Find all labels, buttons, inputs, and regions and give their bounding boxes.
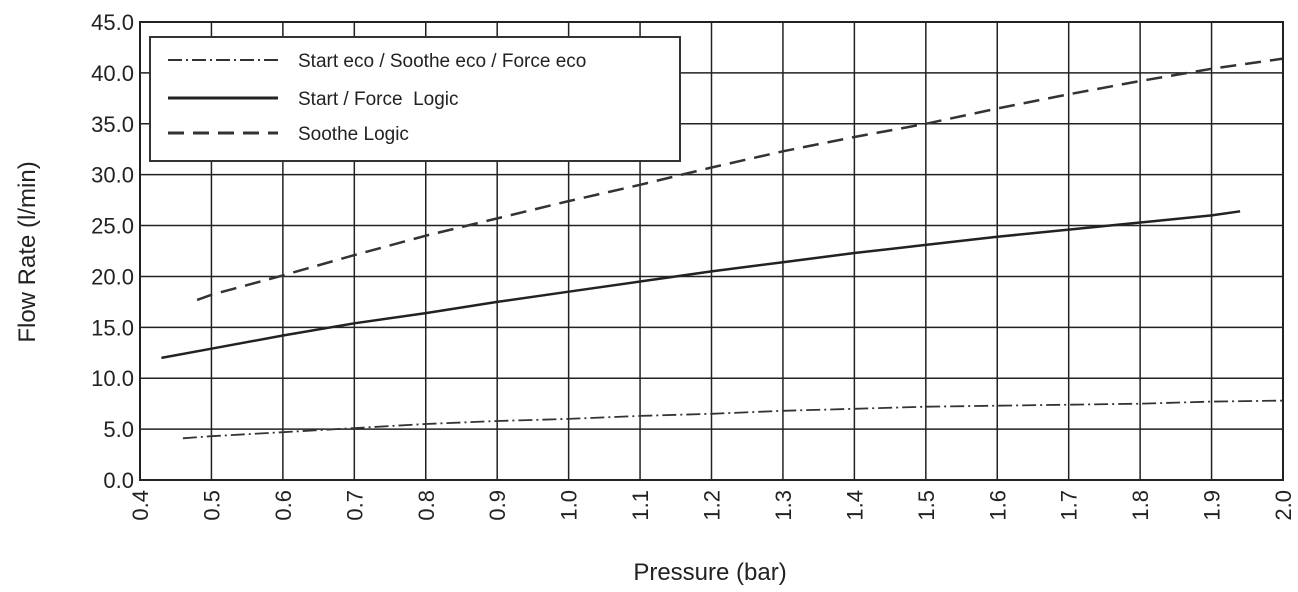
plot-frame (139, 21, 1284, 481)
legend-label-eco: Start eco / Soothe eco / Force eco (298, 51, 586, 72)
x-tick-label: 1.9 (1200, 490, 1225, 521)
x-tick-label: 0.6 (271, 490, 296, 521)
x-tick-label: 0.4 (128, 490, 153, 521)
series-line-logic (161, 210, 1241, 360)
y-tick-label: 15.0 (91, 315, 134, 340)
x-tick-label: 0.7 (342, 490, 367, 521)
legend-label-logic: Start / Force Logic (298, 89, 459, 110)
y-tick-label: 45.0 (91, 10, 134, 35)
x-tick-label: 0.9 (485, 490, 510, 521)
series-line-soothe (196, 57, 1284, 302)
x-tick-label: 0.5 (199, 490, 224, 521)
y-tick-label: 30.0 (91, 163, 134, 188)
x-tick-label: 1.0 (557, 490, 582, 521)
x-tick-label: 1.6 (985, 490, 1010, 521)
legend: Start eco / Soothe eco / Force eco Start… (149, 36, 681, 162)
x-tick-label: 1.2 (700, 490, 725, 521)
x-tick-label: 1.8 (1128, 490, 1153, 521)
x-axis-label: Pressure (bar) (633, 559, 786, 586)
y-tick-label: 20.0 (91, 264, 134, 289)
y-tick-label: 40.0 (91, 61, 134, 86)
series-line-eco (182, 399, 1284, 440)
y-axis-label: Flow Rate (l/min) (14, 161, 41, 342)
x-tick-label: 1.3 (771, 490, 796, 521)
axes: 0.4 0.5 0.6 0.7 0.8 0.9 1.0 1.1 1.2 1.3 1.4 1.5 1.6 1… (91, 10, 1296, 521)
x-tick-label: 1.1 (628, 490, 653, 521)
y-tick-label: 25.0 (91, 214, 134, 239)
y-tick-label: 5.0 (103, 417, 134, 442)
x-tick-label: 1.7 (1057, 490, 1082, 521)
series-lines (161, 57, 1284, 440)
x-tick-label: 2.0 (1271, 490, 1296, 521)
y-tick-label: 0.0 (103, 468, 134, 493)
x-tick-label: 0.8 (414, 490, 439, 521)
x-tick-label: 1.5 (914, 490, 939, 521)
x-tick-label: 1.4 (842, 490, 867, 521)
y-tick-label: 10.0 (91, 366, 134, 391)
y-tick-label: 35.0 (91, 112, 134, 137)
legend-label-soothe: Soothe Logic (298, 124, 409, 145)
